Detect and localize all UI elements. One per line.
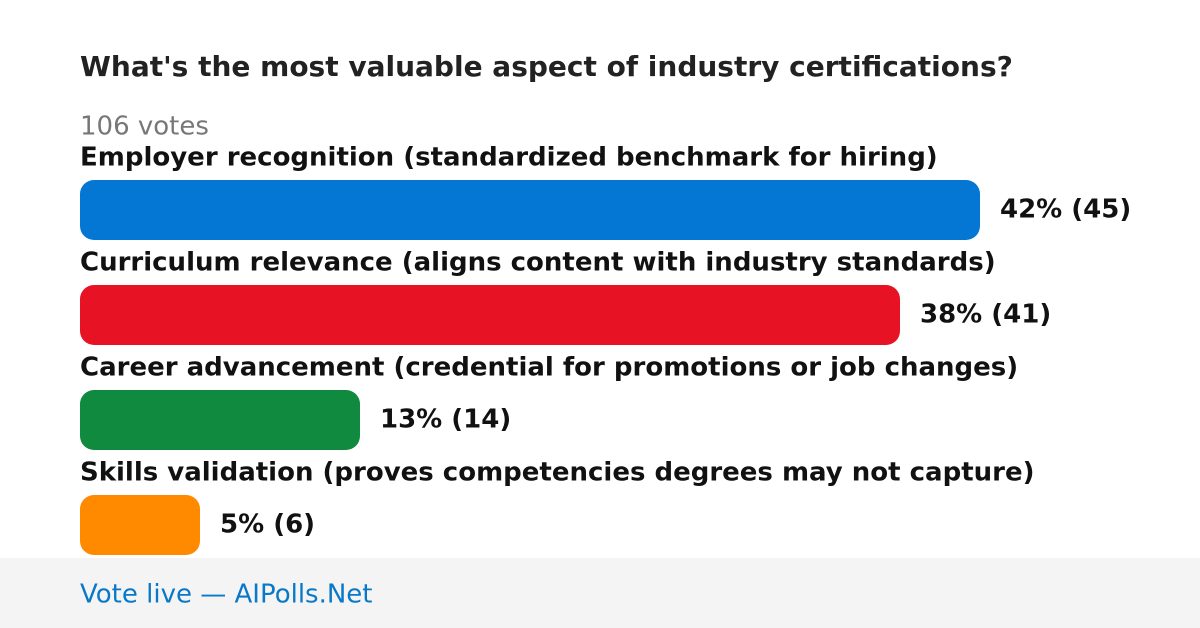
- value-label: 13% (14): [380, 405, 511, 435]
- bar: [80, 285, 900, 345]
- vote-count: 106 votes: [80, 112, 209, 142]
- value-label: 5% (6): [220, 510, 315, 540]
- option-label: Skills validation (proves competencies d…: [80, 458, 1034, 488]
- option-label: Employer recognition (standardized bench…: [80, 143, 938, 173]
- value-label: 42% (45): [1000, 195, 1131, 225]
- poll-title: What's the most valuable aspect of indus…: [80, 50, 1013, 83]
- bar: [80, 180, 980, 240]
- value-label: 38% (41): [920, 300, 1051, 330]
- option-label: Curriculum relevance (aligns content wit…: [80, 248, 996, 278]
- bar: [80, 390, 360, 450]
- bar: [80, 495, 200, 555]
- footer-link[interactable]: Vote live — AIPolls.Net: [80, 580, 373, 610]
- footer-band: [0, 558, 1200, 628]
- option-label: Career advancement (credential for promo…: [80, 353, 1018, 383]
